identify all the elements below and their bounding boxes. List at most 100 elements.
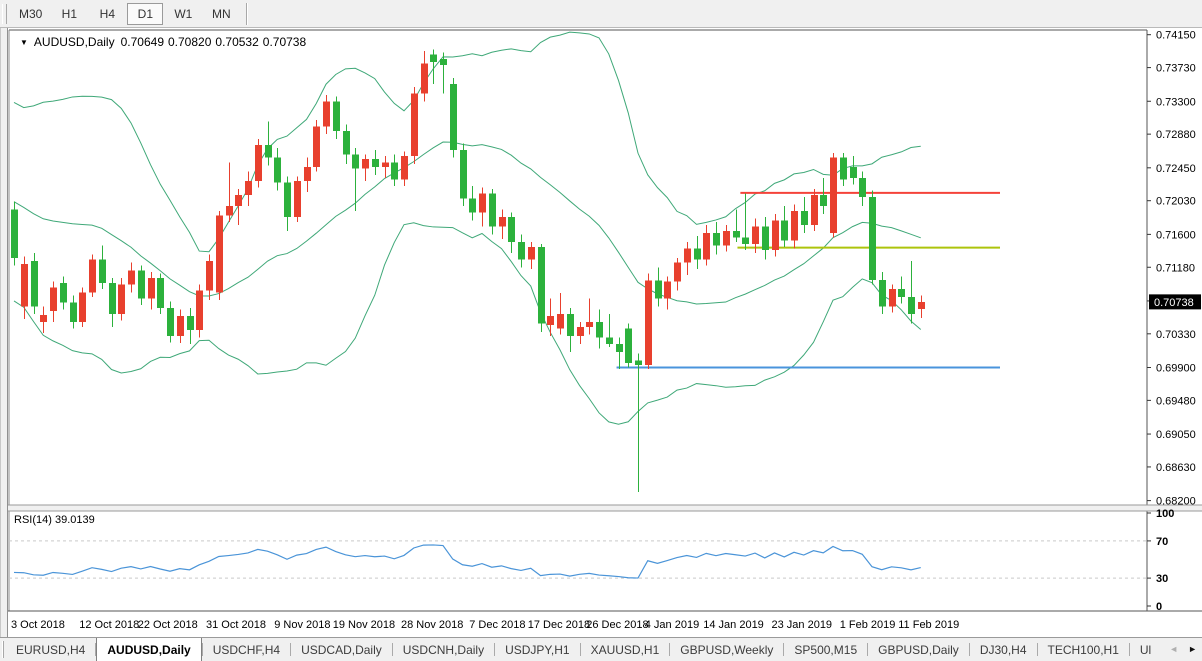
symbol-tab-tech100-h1[interactable]: TECH100,H1 (1047, 642, 1119, 657)
candle-body (645, 280, 652, 366)
candle-body (499, 217, 506, 227)
candle-body (596, 322, 603, 338)
candle-body (304, 167, 311, 182)
candle-body (791, 210, 798, 241)
symbol-tab-eurusd-h4[interactable]: EURUSD,H4 (16, 642, 86, 657)
candle-body (196, 290, 203, 330)
symbol-tab-xauusd-h1[interactable]: XAUUSD,H1 (590, 642, 660, 657)
rsi-line (13, 544, 921, 579)
symbol-tab-ul[interactable]: Ul (1139, 642, 1152, 657)
candle-body (167, 307, 174, 337)
candle-body (684, 248, 691, 263)
symbol-tab-usdcad-daily[interactable]: USDCAD,Daily (301, 642, 382, 657)
candle-body (781, 220, 788, 241)
candles-layer (11, 49, 925, 492)
rsi-tick-label: 100 (1156, 508, 1174, 520)
candle-body (762, 226, 769, 251)
symbol-tab-audusd-daily[interactable]: AUDUSD,Daily (96, 638, 202, 661)
timeframe-button-h4[interactable]: H4 (99, 6, 116, 21)
date-label: 23 Jan 2019 (772, 619, 833, 631)
candle-body (226, 206, 233, 216)
panel-separator[interactable] (8, 505, 1202, 511)
symbol-tab-gbpusd-weekly[interactable]: GBPUSD,Weekly (680, 642, 774, 657)
timeframe-button-w1[interactable]: W1 (174, 6, 193, 21)
price-tick-label: 0.73300 (1156, 96, 1196, 108)
date-label: 9 Nov 2018 (274, 619, 330, 631)
timeframe-button-h1[interactable]: H1 (61, 6, 78, 21)
candle-body (859, 177, 866, 197)
candle-body (31, 260, 38, 307)
candle-body (255, 145, 262, 182)
timeframe-button-mn[interactable]: MN (212, 6, 231, 21)
candle-body (401, 156, 408, 180)
candle-body (625, 328, 632, 363)
symbol-tab-usdjpy-h1[interactable]: USDJPY,H1 (505, 642, 570, 657)
symbol-tab-usdcnh-daily[interactable]: USDCNH,Daily (402, 642, 485, 657)
bollinger-bands (13, 31, 922, 425)
price-tick-label: 0.68630 (1156, 462, 1196, 474)
symbol-tab-usdchf-h4[interactable]: USDCHF,H4 (212, 642, 281, 657)
tab-separator (783, 643, 785, 656)
candle-body (89, 259, 96, 293)
candle-body (577, 326, 584, 337)
candle-body (528, 246, 535, 260)
tab-separator (391, 643, 393, 656)
date-label: 28 Nov 2018 (401, 619, 463, 631)
candle-body (606, 337, 613, 344)
candle-body (206, 260, 213, 291)
tabbar-grip-icon[interactable] (2, 641, 4, 658)
tab-separator (290, 643, 292, 656)
chart-canvas[interactable]: 0.74150 0.73730 0.73300 0.72880 0.72450 0.720… (8, 28, 1202, 637)
chart-window: 0.74150 0.73730 0.73300 0.72880 0.72450 0.720… (0, 28, 1202, 637)
candle-body (21, 264, 28, 307)
price-tick-label: 0.72450 (1156, 163, 1196, 175)
date-label: 3 Oct 2018 (11, 619, 65, 631)
price-tick-label: 0.69480 (1156, 395, 1196, 407)
candle-body (79, 292, 86, 323)
rsi-indicator-label: RSI(14) 39.0139 (14, 514, 95, 526)
toolbar-grip-icon[interactable] (2, 3, 7, 24)
tab-scroll-left-icon[interactable]: ◄ (1169, 644, 1179, 654)
candle-body (879, 279, 886, 307)
candle-body (664, 281, 671, 299)
candle-body (372, 159, 379, 168)
candle-body (284, 182, 291, 218)
candle-body (655, 280, 662, 299)
timeframe-button-m30[interactable]: M30 (19, 6, 43, 21)
candle-body (694, 248, 701, 260)
chart-title: ▼ AUDUSD,Daily 0.70649 0.70820 0.70532 0… (20, 35, 306, 49)
symbol-tab-gbpusd-daily[interactable]: GBPUSD,Daily (878, 642, 959, 657)
candle-body (421, 63, 428, 94)
candle-body (830, 157, 837, 233)
candle-body (713, 232, 720, 246)
rsi-panel: 100 70 30 0 (9, 508, 1174, 613)
candle-body (772, 220, 779, 251)
candle-body (460, 149, 467, 199)
tab-separator (201, 643, 203, 656)
chevron-down-icon[interactable]: ▼ (20, 37, 28, 47)
rsi-tick-label: 70 (1156, 536, 1168, 548)
candle-body (352, 154, 359, 169)
price-tick-label: 0.71180 (1156, 262, 1195, 274)
candle-body (430, 54, 437, 63)
main-plot-area[interactable] (9, 30, 1147, 505)
symbol-tab-sp500-m15[interactable]: SP500,M15 (794, 642, 858, 657)
candle-body (216, 215, 223, 293)
candle-body (60, 282, 67, 303)
ohlc-high: 0.70820 (168, 35, 212, 49)
date-label: 14 Jan 2019 (703, 619, 764, 631)
symbol-tab-dj30-h4[interactable]: DJ30,H4 (979, 642, 1027, 657)
current-price-label: 0.70738 (1154, 297, 1194, 309)
tab-separator (669, 643, 671, 656)
candle-body (889, 289, 896, 307)
candle-body (469, 198, 476, 213)
rsi-tick-label: 0 (1156, 601, 1162, 613)
tab-separator (1128, 643, 1130, 656)
date-label: 11 Feb 2019 (898, 619, 959, 631)
bollinger-middle-line (13, 141, 921, 305)
candle-body (128, 270, 135, 285)
price-tick-label: 0.72880 (1156, 129, 1196, 141)
candle-body (148, 278, 155, 299)
timeframe-button-d1[interactable]: D1 (127, 2, 164, 25)
tab-scroll-right-icon[interactable]: ► (1188, 644, 1198, 654)
